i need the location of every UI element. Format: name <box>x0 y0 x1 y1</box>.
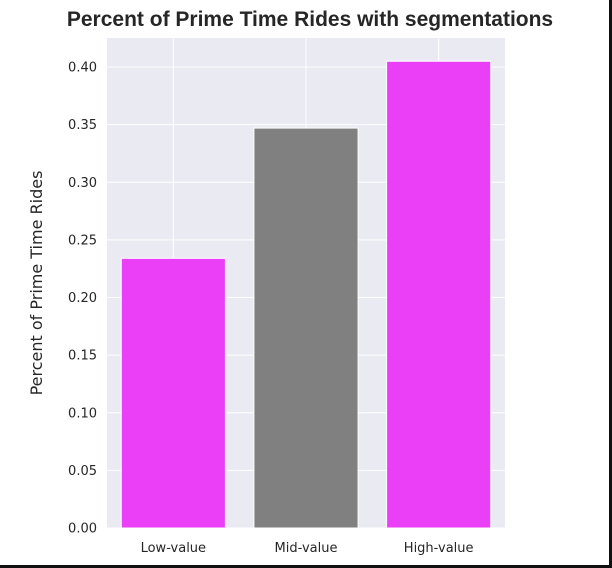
y-tick-labels: 0.00 0.05 0.10 0.15 0.20 0.25 0.30 0.35 0.40 <box>68 61 97 537</box>
y-tick-label: 0.10 <box>68 406 97 421</box>
y-tick-label: 0.05 <box>68 464 97 479</box>
y-tick-label: 0.40 <box>68 61 97 76</box>
y-tick-label: 0.35 <box>68 118 97 133</box>
chart-title: Percent of Prime Time Rides with segment… <box>67 8 553 31</box>
y-tick-label: 0.00 <box>68 522 97 537</box>
x-tick-label: Mid-value <box>275 541 338 556</box>
y-tick-label: 0.25 <box>68 233 97 248</box>
bar-low-value <box>120 257 226 529</box>
y-tick-label: 0.15 <box>68 349 97 364</box>
bar-high-value <box>386 60 492 529</box>
y-axis-label: Percent of Prime Time Rides <box>27 171 46 396</box>
x-tick-label: Low-value <box>141 541 206 556</box>
bar-mid-value <box>253 127 359 529</box>
y-tick-label: 0.20 <box>68 291 97 306</box>
x-tick-labels: Low-value Mid-value High-value <box>141 541 474 556</box>
bars-group <box>120 60 492 529</box>
x-tick-label: High-value <box>404 541 474 556</box>
y-tick-label: 0.30 <box>68 176 97 191</box>
